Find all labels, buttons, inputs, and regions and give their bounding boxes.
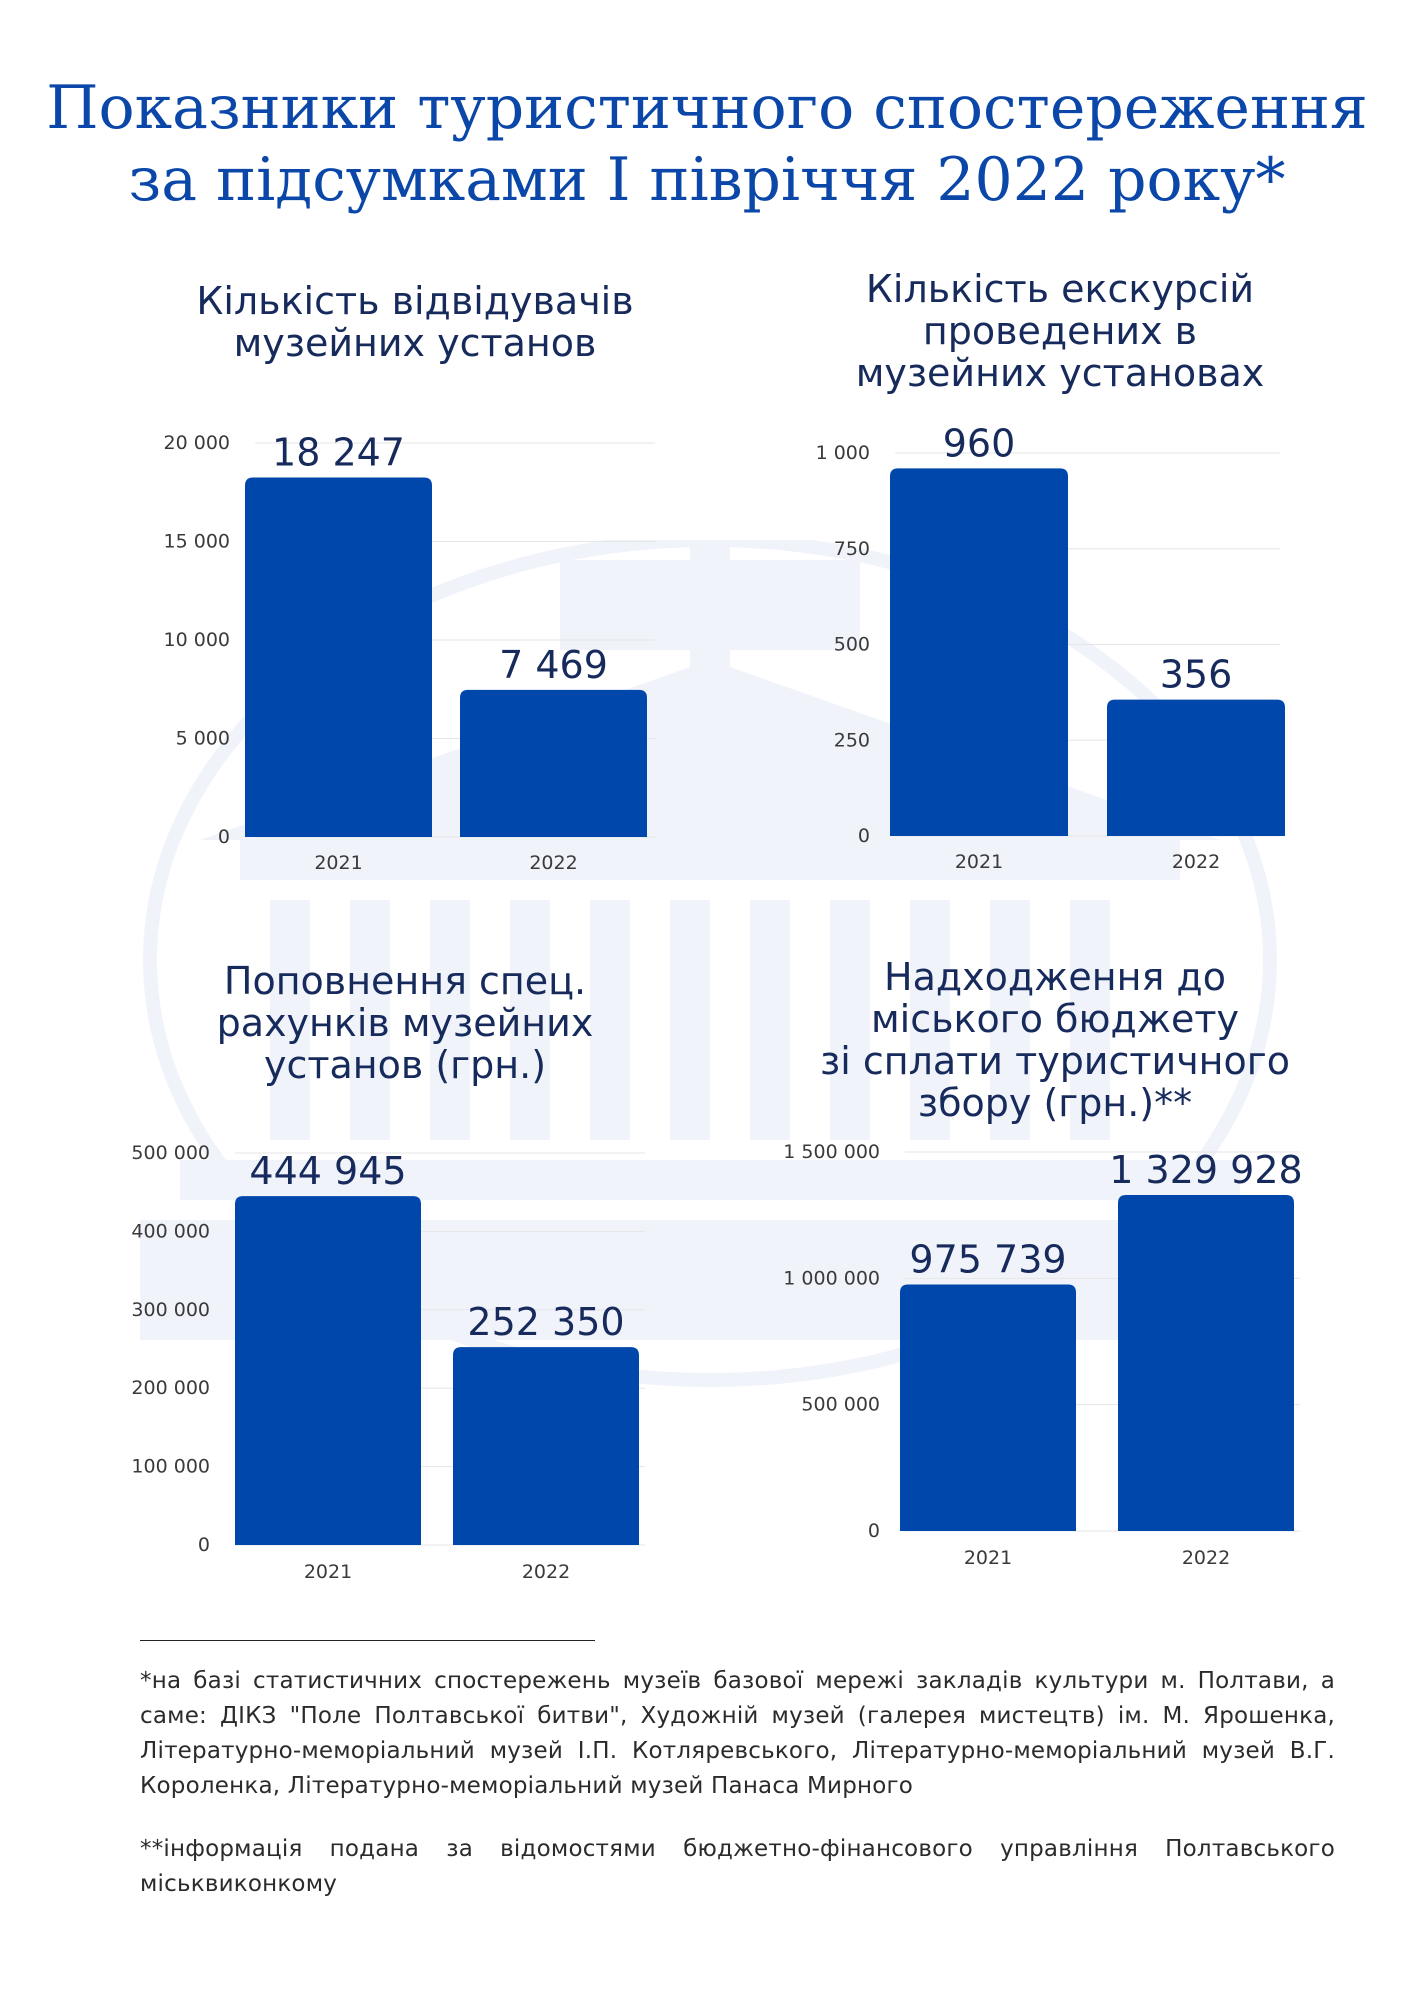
data-label: 975 739 (909, 1237, 1066, 1281)
chart-title: Кількість екскурсій проведених в музейни… (855, 267, 1265, 395)
x-tick-label: 2021 (314, 852, 362, 874)
data-label: 18 247 (272, 431, 405, 475)
bar-2021 (245, 477, 432, 837)
y-tick-label: 1 500 000 (783, 1141, 880, 1163)
chart-excursions: Кількість екскурсій проведених в музейни… (790, 268, 1330, 878)
page-title-line1: Показники туристичного спостереження (46, 73, 1368, 143)
chart-plot: 0 500 000 1 000 000 1 500 000 975 739 2021 1 3… (783, 1141, 1302, 1569)
y-tick-label: 5 000 (176, 728, 230, 750)
chart-plot: 0 250 500 750 1 000 960 2021 356 2022 (816, 421, 1285, 873)
bar-2021 (235, 1196, 421, 1545)
x-tick-label: 2022 (529, 852, 577, 874)
bar-2022 (453, 1347, 639, 1545)
bar-2022 (460, 689, 647, 837)
footnote-divider (140, 1640, 595, 1641)
bar-2022 (1107, 699, 1285, 836)
chart-museum-visitors: Кількість відвідувачів музейних установ … (150, 280, 680, 880)
chart-title: Кількість відвідувачів музейних установ (196, 279, 634, 365)
y-tick-label: 250 (834, 729, 870, 751)
page-title-line2: за підсумками І півріччя 2022 року* (128, 145, 1286, 215)
chart-tourist-tax: Надходження до міського бюджету зі сплат… (770, 956, 1340, 1586)
x-tick-label: 2021 (955, 851, 1003, 873)
y-tick-label: 300 000 (131, 1299, 210, 1321)
y-tick-label: 500 000 (801, 1394, 880, 1416)
data-label: 356 (1160, 653, 1233, 697)
y-tick-label: 200 000 (131, 1377, 210, 1399)
x-tick-label: 2021 (964, 1547, 1012, 1569)
y-tick-label: 0 (868, 1520, 880, 1542)
y-tick-label: 100 000 (131, 1456, 210, 1478)
y-tick-label: 10 000 (164, 629, 230, 651)
data-label: 444 945 (249, 1149, 406, 1193)
chart-special-accounts: Поповнення спец. рахунків музейних устан… (130, 960, 680, 1600)
chart-title: Надходження до міського бюджету зі сплат… (820, 955, 1290, 1125)
x-tick-label: 2022 (1172, 851, 1220, 873)
x-tick-label: 2021 (304, 1561, 352, 1583)
y-tick-label: 750 (834, 538, 870, 560)
y-tick-label: 500 000 (131, 1142, 210, 1164)
data-label: 960 (943, 421, 1016, 465)
data-label: 1 329 928 (1109, 1148, 1302, 1192)
y-tick-label: 0 (858, 825, 870, 847)
y-tick-label: 500 (834, 634, 870, 656)
chart-title: Поповнення спец. рахунків музейних устан… (216, 959, 594, 1087)
footnote-2: **інформація подана за відомостями бюдже… (140, 1836, 1335, 1897)
y-tick-label: 0 (218, 826, 230, 848)
bar-2021 (890, 468, 1068, 836)
x-tick-label: 2022 (1182, 1547, 1230, 1569)
bar-2021 (900, 1284, 1076, 1531)
x-tick-label: 2022 (522, 1561, 570, 1583)
y-tick-label: 20 000 (164, 432, 230, 454)
y-tick-label: 1 000 (816, 442, 870, 464)
y-tick-label: 15 000 (164, 531, 230, 553)
page-title: Показники туристичного спостереження за … (20, 72, 1394, 216)
data-label: 252 350 (467, 1300, 624, 1344)
chart-plot: 0 5 000 10 000 15 000 20 000 18 247 2021 7 469 2… (164, 431, 655, 874)
data-label: 7 469 (499, 643, 608, 687)
chart-plot: 0 100 000 200 000 300 000 400 000 500 000 444 … (131, 1142, 645, 1583)
y-tick-label: 1 000 000 (783, 1267, 880, 1289)
bar-2022 (1118, 1194, 1294, 1531)
y-tick-label: 400 000 (131, 1220, 210, 1242)
footnote-1: *на базі статистичних спостережень музеї… (140, 1668, 1335, 1799)
y-tick-label: 0 (198, 1534, 210, 1556)
